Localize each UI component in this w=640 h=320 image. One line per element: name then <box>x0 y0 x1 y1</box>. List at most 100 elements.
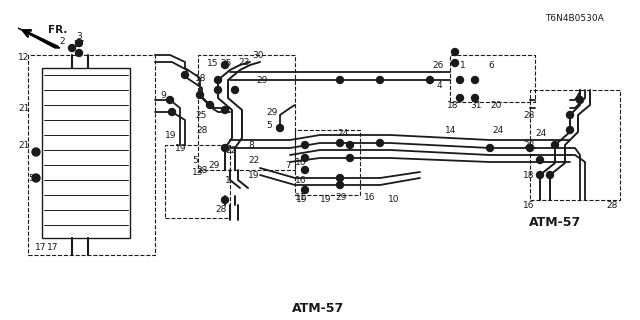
Circle shape <box>472 94 479 101</box>
Text: 12: 12 <box>18 52 29 61</box>
Bar <box>165 145 230 218</box>
Circle shape <box>346 141 353 148</box>
Text: 28: 28 <box>196 125 207 134</box>
Circle shape <box>166 97 173 103</box>
Circle shape <box>376 140 383 147</box>
Text: 17: 17 <box>47 243 58 252</box>
Text: 19: 19 <box>165 131 177 140</box>
Circle shape <box>76 39 83 46</box>
Text: 6: 6 <box>488 60 493 69</box>
Text: 22: 22 <box>225 146 236 155</box>
Circle shape <box>376 76 383 84</box>
Circle shape <box>221 61 228 68</box>
Circle shape <box>337 76 344 84</box>
Circle shape <box>552 141 559 148</box>
Circle shape <box>337 181 344 188</box>
Circle shape <box>214 86 221 93</box>
Text: 23: 23 <box>238 58 250 67</box>
Text: 21: 21 <box>18 103 29 113</box>
Text: 5: 5 <box>192 156 198 164</box>
Circle shape <box>196 92 204 99</box>
Text: 2: 2 <box>59 36 65 45</box>
Circle shape <box>221 145 228 151</box>
Circle shape <box>276 124 284 132</box>
Circle shape <box>337 174 344 181</box>
Text: 22: 22 <box>248 156 259 164</box>
Circle shape <box>232 86 239 93</box>
Text: FR.: FR. <box>48 25 67 35</box>
Text: 24: 24 <box>535 129 547 138</box>
Circle shape <box>451 60 458 67</box>
Text: 31: 31 <box>470 100 481 109</box>
Text: 4: 4 <box>437 81 443 90</box>
Circle shape <box>301 141 308 148</box>
Text: 1: 1 <box>460 60 466 69</box>
Text: 13: 13 <box>192 167 204 177</box>
Circle shape <box>221 196 228 204</box>
Text: 27: 27 <box>74 39 84 49</box>
Circle shape <box>68 44 76 52</box>
Text: 17: 17 <box>35 243 47 252</box>
Circle shape <box>451 49 458 55</box>
Text: 20: 20 <box>490 100 501 109</box>
Text: 16: 16 <box>364 194 376 203</box>
Text: 16: 16 <box>295 157 307 166</box>
Text: 18: 18 <box>195 74 207 83</box>
Circle shape <box>566 126 573 133</box>
Text: 28: 28 <box>606 201 618 210</box>
Circle shape <box>221 107 228 114</box>
Circle shape <box>426 76 433 84</box>
Text: 3: 3 <box>76 31 82 41</box>
Text: 19: 19 <box>175 143 186 153</box>
Text: 5: 5 <box>266 121 272 130</box>
Circle shape <box>536 172 543 179</box>
Circle shape <box>168 108 175 116</box>
Circle shape <box>207 101 214 108</box>
Text: 16: 16 <box>523 201 534 210</box>
Circle shape <box>182 71 189 78</box>
Text: 29: 29 <box>266 108 277 116</box>
Polygon shape <box>18 28 60 48</box>
Circle shape <box>456 94 463 101</box>
Circle shape <box>301 155 308 162</box>
Circle shape <box>577 97 584 103</box>
Text: ATM-57: ATM-57 <box>529 215 581 228</box>
Text: 24: 24 <box>337 129 348 138</box>
Text: 29: 29 <box>208 161 220 170</box>
Text: 28: 28 <box>215 205 227 214</box>
Text: 28: 28 <box>196 165 207 174</box>
Text: T6N4B0530A: T6N4B0530A <box>545 13 604 22</box>
Bar <box>450 55 535 102</box>
Circle shape <box>472 76 479 84</box>
Circle shape <box>536 156 543 164</box>
Text: 25: 25 <box>195 110 206 119</box>
Circle shape <box>214 76 221 84</box>
Circle shape <box>301 187 308 194</box>
Circle shape <box>456 76 463 84</box>
Text: 28: 28 <box>523 140 534 149</box>
Text: 16: 16 <box>295 175 307 185</box>
Text: 29: 29 <box>256 76 268 84</box>
Text: 11: 11 <box>295 194 307 203</box>
Circle shape <box>486 145 493 151</box>
Text: 30: 30 <box>252 51 264 60</box>
Text: 26: 26 <box>432 60 444 69</box>
Text: 15: 15 <box>207 59 218 68</box>
Text: 19: 19 <box>296 196 307 204</box>
Text: 19: 19 <box>320 196 332 204</box>
Text: 7: 7 <box>285 161 291 170</box>
Text: 14: 14 <box>445 125 456 134</box>
Text: 19: 19 <box>248 171 259 180</box>
Circle shape <box>566 111 573 118</box>
Text: 1: 1 <box>225 175 231 185</box>
Circle shape <box>346 155 353 162</box>
Text: 8: 8 <box>248 140 253 149</box>
Circle shape <box>547 172 554 179</box>
Bar <box>28 55 155 255</box>
Bar <box>295 130 360 195</box>
Text: 28: 28 <box>523 110 534 119</box>
Circle shape <box>32 174 40 182</box>
Text: 10: 10 <box>388 196 399 204</box>
Text: 25: 25 <box>220 59 232 68</box>
Text: 5: 5 <box>28 173 34 182</box>
